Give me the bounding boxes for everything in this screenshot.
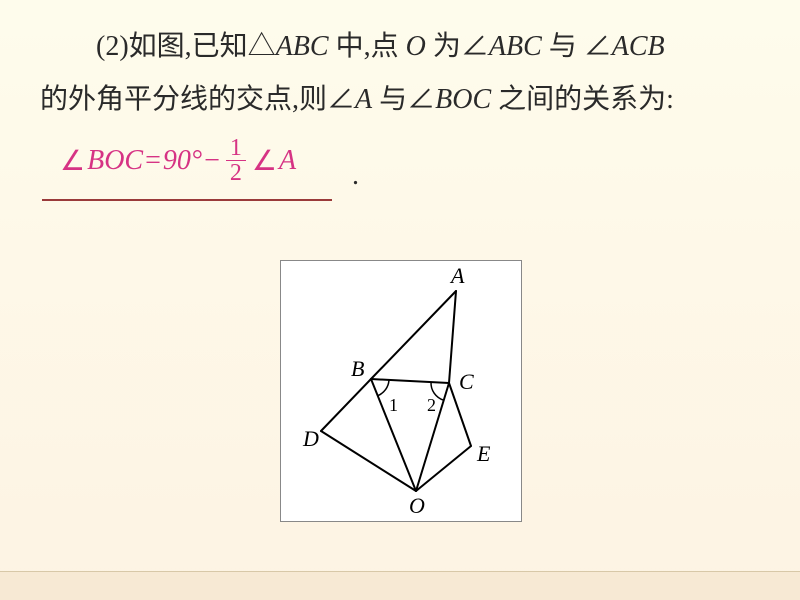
svg-text:E: E bbox=[476, 441, 491, 466]
svg-text:D: D bbox=[302, 426, 319, 451]
page: (2)如图,已知△ABC 中,点 O 为∠ABC 与 ∠ACB 的外角平分线的交… bbox=[0, 0, 800, 600]
svg-text:C: C bbox=[459, 369, 474, 394]
svg-text:2: 2 bbox=[427, 395, 436, 415]
svg-text:1: 1 bbox=[389, 395, 398, 415]
period: . bbox=[352, 160, 359, 192]
geometry-figure: A B C D E O 1 2 bbox=[280, 260, 522, 522]
bottom-strip bbox=[0, 571, 800, 600]
fraction-half: 1 2 bbox=[226, 136, 246, 185]
problem-text: (2)如图,已知△ABC 中,点 O 为∠ABC 与 ∠ACB 的外角平分线的交… bbox=[40, 20, 760, 126]
answer-formula: ∠BOC = 90° − 1 2 ∠A bbox=[58, 136, 296, 185]
svg-text:A: A bbox=[449, 263, 465, 288]
problem-number: (2) bbox=[96, 31, 129, 62]
svg-text:O: O bbox=[409, 493, 425, 518]
svg-text:B: B bbox=[351, 356, 364, 381]
